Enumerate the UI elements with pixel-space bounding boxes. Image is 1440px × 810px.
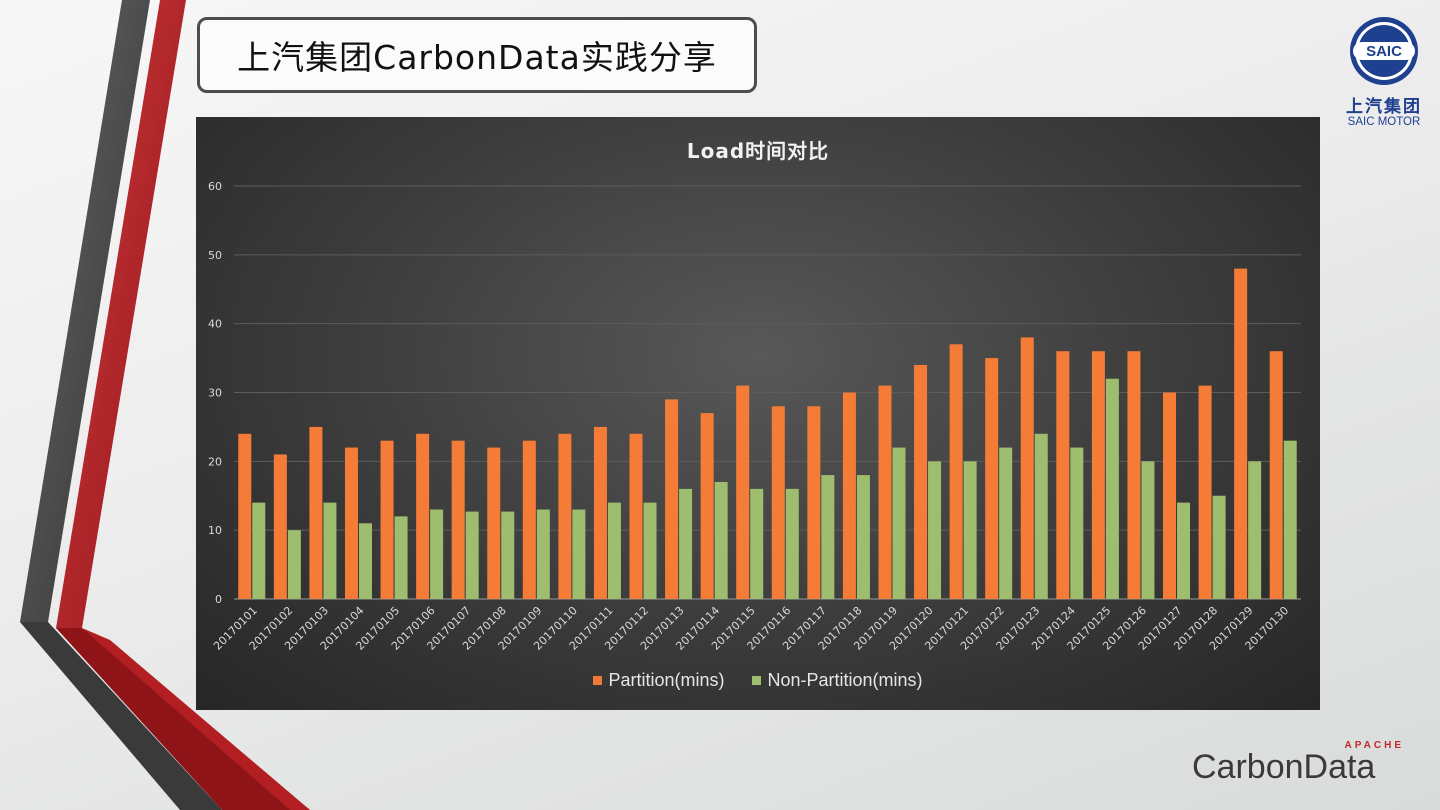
bar-partition bbox=[736, 385, 750, 599]
bar-partition bbox=[1198, 385, 1212, 599]
bar-partition bbox=[985, 358, 999, 599]
gray-stripe bbox=[20, 0, 150, 622]
slide-title-box: 上汽集团CarbonData实践分享 bbox=[197, 17, 757, 93]
chart-panel: 0 10 20 30 40 50 60 20170101 20170102 20170103 201… bbox=[196, 117, 1320, 710]
bar-non-partition bbox=[714, 481, 728, 599]
bar-non-partition bbox=[323, 502, 337, 599]
y-tick-label: 50 bbox=[208, 249, 222, 262]
bar-non-partition bbox=[892, 447, 906, 599]
bar-partition bbox=[1020, 337, 1034, 599]
bar-non-partition bbox=[643, 502, 657, 599]
bar-non-partition bbox=[572, 509, 586, 599]
slide-title: 上汽集团CarbonData实践分享 bbox=[237, 38, 717, 77]
bar-partition bbox=[344, 447, 358, 599]
y-tick-label: 30 bbox=[208, 387, 222, 400]
bar-partition bbox=[1091, 351, 1105, 599]
bar-partition bbox=[1127, 351, 1141, 599]
bar-chart: 0102030405060201701012017010220170103201… bbox=[208, 180, 1301, 653]
bar-partition bbox=[807, 406, 821, 599]
bar-partition bbox=[416, 433, 430, 599]
bar-non-partition bbox=[252, 502, 266, 599]
bar-non-partition bbox=[1283, 440, 1297, 599]
saic-logo-en: SAIC MOTOR bbox=[1347, 116, 1421, 128]
bar-non-partition bbox=[785, 488, 799, 599]
bar-partition bbox=[1234, 268, 1248, 599]
carbondata-logo: APACHE CarbonData bbox=[1192, 740, 1432, 790]
chart-title: Load时间对比 bbox=[686, 139, 830, 163]
bar-non-partition bbox=[856, 475, 870, 599]
saic-logo-cn: 上汽集团 bbox=[1346, 97, 1422, 117]
bar-partition bbox=[914, 364, 928, 599]
bar-non-partition bbox=[1248, 461, 1262, 599]
bar-non-partition bbox=[358, 523, 372, 599]
bar-non-partition bbox=[1177, 502, 1191, 599]
bar-partition bbox=[949, 344, 963, 599]
saic-logo: SAIC 上汽集团 SAIC MOTOR bbox=[1336, 16, 1432, 128]
y-tick-label: 0 bbox=[215, 593, 222, 606]
bar-non-partition bbox=[750, 488, 764, 599]
saic-badge-text: SAIC bbox=[1366, 43, 1402, 60]
carbondata-logo-word: CarbonData bbox=[1192, 748, 1376, 786]
bar-non-partition bbox=[501, 511, 515, 599]
bar-partition bbox=[451, 440, 465, 599]
bar-partition bbox=[629, 433, 643, 599]
bar-non-partition bbox=[1105, 378, 1119, 599]
red-diagonal-light bbox=[82, 628, 310, 810]
red-stripe bbox=[56, 0, 186, 628]
bar-partition bbox=[665, 399, 679, 599]
saic-badge-icon: SAIC bbox=[1350, 17, 1418, 85]
bar-partition bbox=[487, 447, 501, 599]
bar-non-partition bbox=[1141, 461, 1155, 599]
y-tick-label: 60 bbox=[208, 180, 222, 193]
legend-swatch-non-partition bbox=[752, 676, 762, 685]
bar-partition bbox=[238, 433, 252, 599]
bar-partition bbox=[842, 392, 856, 599]
bar-partition bbox=[309, 426, 323, 599]
carbondata-logo-apache: APACHE bbox=[1344, 740, 1404, 751]
y-tick-label: 40 bbox=[208, 318, 222, 331]
bar-partition bbox=[380, 440, 394, 599]
bar-non-partition bbox=[287, 530, 301, 599]
legend-label-non-partition: Non-Partition(mins) bbox=[767, 670, 923, 690]
bar-partition bbox=[522, 440, 536, 599]
bar-partition bbox=[878, 385, 892, 599]
bar-partition bbox=[558, 433, 572, 599]
bar-non-partition bbox=[1070, 447, 1084, 599]
bar-non-partition bbox=[607, 502, 621, 599]
legend-swatch-partition bbox=[593, 676, 603, 685]
y-tick-label: 20 bbox=[208, 455, 222, 468]
legend-item-partition: Partition(mins) bbox=[593, 670, 724, 691]
bar-non-partition bbox=[1034, 433, 1048, 599]
legend-label-partition: Partition(mins) bbox=[608, 670, 725, 690]
bar-partition bbox=[771, 406, 785, 599]
bar-partition bbox=[273, 454, 287, 599]
bar-non-partition bbox=[821, 475, 835, 599]
bar-partition bbox=[593, 426, 607, 599]
bar-non-partition bbox=[394, 516, 408, 599]
legend-item-non-partition: Non-Partition(mins) bbox=[752, 670, 923, 691]
bar-non-partition bbox=[928, 461, 942, 599]
bar-non-partition bbox=[963, 461, 977, 599]
bar-partition bbox=[1163, 392, 1177, 599]
bar-partition bbox=[1269, 351, 1283, 599]
bar-non-partition bbox=[536, 509, 550, 599]
gray-diagonal bbox=[20, 622, 222, 810]
bar-non-partition bbox=[465, 511, 479, 599]
bar-partition bbox=[700, 413, 714, 599]
bar-partition bbox=[1056, 351, 1070, 599]
bar-non-partition bbox=[1212, 495, 1226, 599]
bar-non-partition bbox=[679, 488, 693, 599]
chart-legend: Partition(mins) Non-Partition(mins) bbox=[196, 670, 1320, 691]
bar-non-partition bbox=[999, 447, 1013, 599]
y-tick-label: 10 bbox=[208, 524, 222, 537]
bar-non-partition bbox=[430, 509, 444, 599]
